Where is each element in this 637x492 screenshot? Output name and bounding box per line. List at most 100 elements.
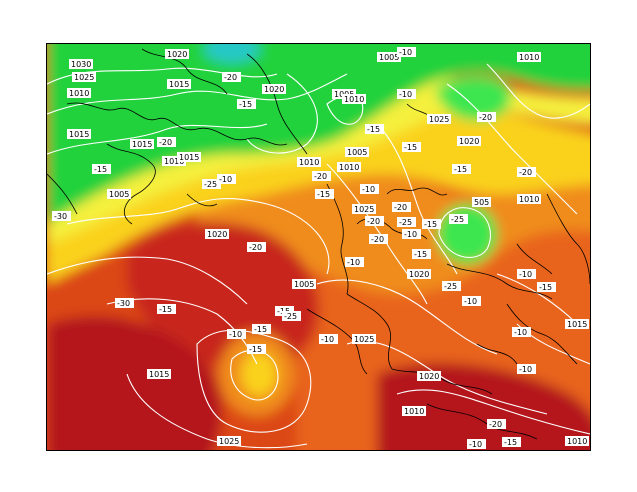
isobar — [47, 73, 348, 115]
svg-text:-15: -15 — [317, 190, 330, 199]
temperature-label: -15 — [502, 437, 521, 447]
svg-text:1030: 1030 — [71, 60, 91, 69]
isobar — [196, 329, 312, 433]
pressure-label: 1015 — [177, 152, 201, 162]
isobar — [106, 298, 258, 365]
isobar — [126, 373, 308, 449]
pressure-label: 1020 — [262, 84, 286, 94]
svg-text:1025: 1025 — [354, 205, 374, 214]
svg-text:-15: -15 — [367, 125, 380, 134]
svg-text:-15: -15 — [239, 100, 252, 109]
pressure-label: 1010 — [402, 406, 426, 416]
temperature-label: -15 — [412, 249, 431, 259]
svg-text:1010: 1010 — [567, 437, 587, 446]
svg-text:1010: 1010 — [519, 195, 539, 204]
svg-text:1010: 1010 — [299, 158, 319, 167]
svg-text:-20: -20 — [159, 138, 172, 147]
pressure-label: 1015 — [147, 369, 171, 379]
svg-text:-15: -15 — [454, 165, 467, 174]
temperature-label: -20 — [477, 112, 496, 122]
svg-text:1005: 1005 — [294, 280, 314, 289]
pressure-label: 1030 — [69, 59, 93, 69]
coastline — [326, 183, 349, 295]
svg-text:1010: 1010 — [69, 89, 89, 98]
temperature-label: -10 — [217, 174, 236, 184]
temperature-label: -15 — [315, 189, 334, 199]
pressure-label: 1010 — [162, 156, 186, 166]
isobar — [446, 83, 578, 215]
warm-inner-field — [241, 352, 277, 396]
temperature-label: -10 — [462, 296, 481, 306]
svg-text:-15: -15 — [94, 165, 107, 174]
pressure-label: 1020 — [205, 229, 229, 239]
temperature-label: -30 — [52, 211, 71, 221]
isobar — [396, 389, 590, 435]
temperature-label: -20 — [487, 419, 506, 429]
isobar — [316, 279, 498, 355]
svg-text:-10: -10 — [404, 230, 417, 239]
coastline — [391, 368, 493, 395]
svg-text:1005: 1005 — [347, 148, 367, 157]
svg-text:-20: -20 — [249, 243, 262, 252]
pressure-label: 1005 — [377, 52, 401, 62]
pressure-label: 1020 — [417, 371, 441, 381]
pressure-label: 1015 — [130, 139, 154, 149]
map-labels: 1020103010251010101510201005101010051015… — [52, 47, 589, 449]
temperature-label: -15 — [537, 282, 556, 292]
svg-text:-10: -10 — [399, 48, 412, 57]
svg-text:1020: 1020 — [167, 50, 187, 59]
temperature-label: -25 — [202, 179, 221, 189]
coastline — [386, 187, 448, 196]
svg-text:1025: 1025 — [354, 335, 374, 344]
svg-text:-15: -15 — [404, 143, 417, 152]
map-canvas: 1020103010251010101510201005101010051015… — [47, 44, 590, 450]
temperature-label: -10 — [517, 364, 536, 374]
isobar — [47, 123, 268, 155]
svg-text:1015: 1015 — [132, 140, 152, 149]
temperature-label: -10 — [402, 229, 421, 239]
svg-text:-10: -10 — [219, 175, 232, 184]
pressure-label: 1005 — [292, 279, 316, 289]
svg-text:1020: 1020 — [409, 270, 429, 279]
pressure-label: 1020 — [165, 49, 189, 59]
temperature-field — [47, 44, 590, 450]
svg-text:-25: -25 — [444, 282, 457, 291]
svg-text:-20: -20 — [371, 235, 384, 244]
temperature-label: -15 — [247, 344, 266, 354]
svg-text:-10: -10 — [519, 270, 532, 279]
coastline — [446, 263, 553, 300]
coastline — [141, 48, 228, 95]
svg-text:-30: -30 — [117, 299, 130, 308]
temperature-label: -20 — [517, 167, 536, 177]
svg-text:1010: 1010 — [339, 163, 359, 172]
svg-text:1010: 1010 — [344, 95, 364, 104]
pressure-label: 1020 — [407, 269, 431, 279]
pressure-label: 1010 — [342, 94, 366, 104]
temperature-label: -10 — [360, 184, 379, 194]
coastline — [546, 193, 590, 285]
svg-text:-20: -20 — [519, 168, 532, 177]
temperature-label: -15 — [157, 304, 176, 314]
temperature-label: -15 — [252, 324, 271, 334]
temperature-label: -10 — [397, 47, 416, 57]
temperature-label: -15 — [452, 164, 471, 174]
temperature-label: -15 — [92, 164, 111, 174]
pressure-label: 1015 — [565, 319, 589, 329]
temperature-label: -15 — [402, 142, 421, 152]
svg-text:-30: -30 — [54, 212, 67, 221]
pressure-label: 1010 — [565, 436, 589, 446]
pressure-label: 1010 — [297, 157, 321, 167]
svg-text:1015: 1015 — [69, 130, 89, 139]
svg-text:1005: 1005 — [379, 53, 399, 62]
cyan-field — [204, 44, 260, 63]
isobar — [47, 256, 248, 305]
svg-text:-25: -25 — [451, 215, 464, 224]
temperature-label: -15 — [237, 99, 256, 109]
pressure-label: 1025 — [217, 436, 241, 446]
coastlines — [47, 48, 590, 440]
temperature-label: -10 — [467, 439, 486, 449]
pressure-label: 1020 — [457, 136, 481, 146]
pressure-label: 1025 — [427, 114, 451, 124]
coastline — [246, 53, 308, 155]
svg-text:-10: -10 — [362, 185, 375, 194]
